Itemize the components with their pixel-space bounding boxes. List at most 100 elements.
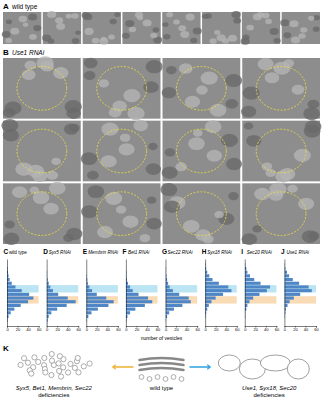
panel-title: Use1 RNAi <box>286 250 310 255</box>
em-texture <box>29 34 37 40</box>
em-texture <box>66 14 72 19</box>
em-texture <box>119 143 135 155</box>
roi-outline <box>97 66 147 110</box>
em-texture <box>283 59 294 67</box>
em-texture <box>37 56 54 69</box>
em-texture <box>49 182 66 195</box>
arrow-head <box>207 364 211 370</box>
em-texture <box>308 100 320 109</box>
panel-label: C <box>4 248 9 255</box>
em-texture <box>140 234 151 242</box>
bar <box>284 300 289 303</box>
y-axis <box>46 260 48 327</box>
panel-title: Use1 RNAi <box>12 49 45 56</box>
x-tick: 20 <box>214 326 219 332</box>
em-texture <box>10 28 19 35</box>
x-tick: 20 <box>174 326 179 332</box>
panel-title: Syx18 RNAi <box>207 250 233 255</box>
x-tick: 60 <box>195 326 200 332</box>
panel-label: B <box>3 48 9 57</box>
y-axis <box>86 260 88 327</box>
em-texture <box>48 38 55 43</box>
em-texture <box>253 13 262 20</box>
panel-label: I <box>241 248 243 255</box>
highlight-band <box>47 296 79 303</box>
panel-b: BUse1 RNAi <box>1 48 321 245</box>
x-tick-label: 0 <box>46 327 49 332</box>
vesicle <box>179 377 184 382</box>
highlight-band <box>7 296 39 303</box>
bar <box>245 289 267 292</box>
arrow <box>116 366 134 368</box>
em-texture <box>92 38 100 44</box>
roi-outline <box>17 66 67 110</box>
bar <box>47 300 76 303</box>
bar <box>245 267 247 270</box>
vesicle <box>18 362 23 367</box>
bars <box>86 274 113 321</box>
x-tick: 40 <box>224 326 229 332</box>
vesicle <box>72 365 77 370</box>
roi-outline <box>97 129 147 173</box>
histogram-panel: EMembrin RNAi0204060 <box>83 248 122 332</box>
em-texture <box>294 149 311 162</box>
y-axis <box>7 260 9 327</box>
histogram-panel: Cwild type0204060 <box>4 248 43 332</box>
bar <box>126 293 139 296</box>
em-texture <box>160 183 177 196</box>
em-texture <box>226 158 242 170</box>
x-tick-label: 60 <box>116 327 121 332</box>
vesicle <box>42 355 47 360</box>
panel-title: Sec20 RNAi <box>247 250 273 255</box>
em-texture <box>193 129 203 136</box>
x-tick: 60 <box>156 326 161 332</box>
highlight-band <box>284 296 316 303</box>
em-texture <box>228 192 239 200</box>
bar <box>86 300 113 303</box>
em-texture <box>193 27 202 34</box>
em-texture <box>108 34 115 39</box>
em-texture <box>75 31 81 35</box>
x-tick: 0 <box>46 326 49 332</box>
roi-outline <box>256 129 306 173</box>
x-axis-title: number of vesicles <box>141 335 183 341</box>
vesicle <box>49 358 54 363</box>
histogram-panel: FBet1 RNAi0204060 <box>122 248 161 332</box>
x-tick-label: 60 <box>235 327 240 332</box>
bar <box>7 285 15 288</box>
em-texture <box>246 135 261 147</box>
em-texture <box>233 18 241 24</box>
x-tick-label: 20 <box>135 327 140 332</box>
em-texture <box>225 99 238 109</box>
em-texture <box>265 19 272 24</box>
vesicle <box>49 351 54 356</box>
highlight-band <box>86 285 118 292</box>
em-texture <box>185 14 194 21</box>
em-texture <box>123 89 140 102</box>
em-texture <box>147 196 157 203</box>
x-tick: 40 <box>66 326 71 332</box>
bar <box>7 296 33 299</box>
panel-k: KSyx5, Bet1, Membrin, Sec22deficienciesw… <box>3 344 309 398</box>
y-axis <box>284 260 286 327</box>
x-tick: 20 <box>293 326 298 332</box>
roi-outline <box>17 192 67 236</box>
vesicle <box>139 375 144 380</box>
x-tick-label: 20 <box>16 327 21 332</box>
x-tick: 60 <box>37 326 42 332</box>
vesicle <box>76 370 81 375</box>
em-texture <box>313 15 320 20</box>
vesicle-cluster <box>18 351 92 379</box>
em-texture <box>88 185 105 198</box>
x-tick-label: 40 <box>106 327 111 332</box>
em-texture <box>55 17 63 23</box>
x-tick: 20 <box>16 326 21 332</box>
em-texture <box>125 20 134 27</box>
bar <box>166 308 174 311</box>
highlight-band <box>126 296 158 303</box>
vesicle <box>29 371 34 376</box>
em-texture <box>210 38 217 44</box>
em-texture <box>28 13 37 20</box>
vesicle <box>32 355 37 360</box>
em-texture <box>222 38 229 44</box>
